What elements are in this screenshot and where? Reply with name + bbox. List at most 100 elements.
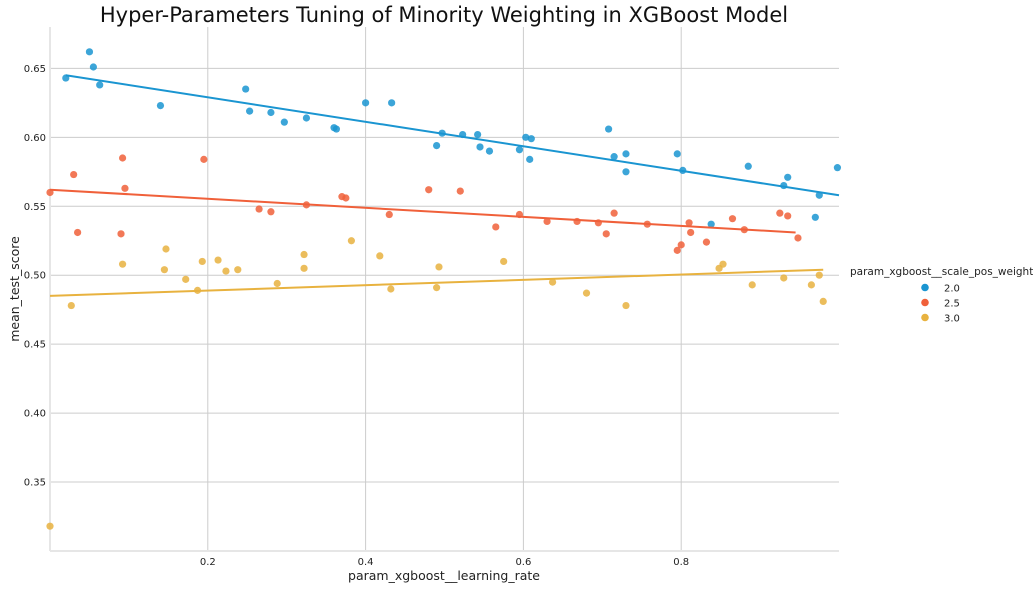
data-point xyxy=(67,301,75,310)
series-2.0 xyxy=(62,48,842,228)
data-point xyxy=(673,150,681,158)
data-point xyxy=(332,125,341,133)
data-point xyxy=(548,278,557,286)
data-point xyxy=(602,230,610,238)
x-tick-label: 0.2 xyxy=(200,557,216,568)
data-point xyxy=(811,213,819,221)
data-point xyxy=(255,205,263,213)
y-tick-label: 0.35 xyxy=(24,478,46,489)
legend-label: 2.0 xyxy=(944,284,960,295)
grid-lines xyxy=(50,27,839,551)
data-point xyxy=(162,245,170,253)
series-2.5 xyxy=(46,154,802,254)
legend-marker xyxy=(921,313,929,322)
data-point xyxy=(784,173,792,181)
legend-marker xyxy=(921,283,929,292)
data-point xyxy=(605,125,613,133)
data-point xyxy=(388,99,396,107)
y-tick-label: 0.50 xyxy=(24,271,46,282)
data-point xyxy=(385,210,393,219)
legend-label: 3.0 xyxy=(944,314,960,325)
data-point xyxy=(70,170,78,179)
chart-title: Hyper-Parameters Tuning of Minority Weig… xyxy=(100,3,788,27)
data-point xyxy=(456,187,464,195)
data-point xyxy=(198,257,206,266)
data-point xyxy=(214,256,222,264)
data-point xyxy=(74,228,82,237)
data-point xyxy=(833,164,842,172)
data-point xyxy=(182,275,190,283)
data-point xyxy=(121,184,129,192)
y-tick-label: 0.60 xyxy=(24,133,46,144)
data-point xyxy=(776,209,784,217)
data-point xyxy=(376,252,384,260)
data-point xyxy=(582,289,591,297)
data-point xyxy=(300,264,308,272)
data-point xyxy=(622,301,630,310)
series-layer xyxy=(46,48,842,530)
data-point xyxy=(280,118,288,126)
data-point xyxy=(273,279,281,288)
data-point xyxy=(702,238,711,246)
data-point xyxy=(610,209,618,217)
legend-marker xyxy=(921,298,929,307)
data-point xyxy=(160,266,169,274)
data-point xyxy=(526,155,534,163)
data-point xyxy=(300,250,308,259)
x-axis-label: param_xgboost__learning_rate xyxy=(348,568,540,583)
regression-line-3.0 xyxy=(49,268,824,297)
data-point xyxy=(819,297,827,306)
data-point xyxy=(96,81,104,89)
y-tick-labels: 0.35 0.40 0.45 0.50 0.55 0.60 0.65 xyxy=(24,64,46,489)
data-point xyxy=(807,281,815,289)
data-point xyxy=(685,219,693,227)
x-tick-label: 0.4 xyxy=(358,557,374,568)
data-point xyxy=(156,102,165,110)
regression-line-2.0 xyxy=(65,74,840,197)
data-point xyxy=(433,284,441,292)
data-point xyxy=(780,274,788,282)
data-point xyxy=(522,133,530,141)
data-point xyxy=(200,155,208,163)
data-point xyxy=(748,281,756,289)
data-point xyxy=(719,260,727,268)
data-point xyxy=(622,168,630,176)
y-tick-label: 0.65 xyxy=(24,64,46,75)
data-point xyxy=(610,153,618,161)
data-point xyxy=(118,154,127,162)
data-point xyxy=(728,215,737,223)
data-point xyxy=(687,228,695,237)
data-point xyxy=(794,234,802,242)
data-point xyxy=(267,108,275,117)
data-point xyxy=(622,150,630,158)
data-point xyxy=(222,267,230,275)
data-point xyxy=(85,48,94,56)
series-3.0 xyxy=(46,237,827,530)
x-tick-labels: 0.2 0.4 0.6 0.8 xyxy=(200,557,689,568)
data-point xyxy=(515,146,524,154)
data-point xyxy=(302,114,311,122)
data-point xyxy=(815,271,823,279)
data-point xyxy=(784,212,792,220)
data-point xyxy=(527,135,535,143)
data-point xyxy=(677,241,685,249)
data-point xyxy=(118,260,127,268)
data-point xyxy=(242,85,250,93)
data-point xyxy=(362,99,370,107)
data-point xyxy=(46,522,54,530)
data-point xyxy=(267,208,275,216)
data-point xyxy=(342,194,350,202)
legend-title: param_xgboost__scale_pos_weight xyxy=(850,266,1033,278)
x-tick-label: 0.6 xyxy=(515,557,531,568)
y-tick-label: 0.55 xyxy=(24,202,46,213)
y-tick-label: 0.45 xyxy=(24,340,46,351)
data-point xyxy=(707,220,715,228)
data-point xyxy=(246,107,254,115)
data-point xyxy=(492,223,500,231)
legend-label: 2.5 xyxy=(944,299,960,310)
data-point xyxy=(387,285,395,293)
data-point xyxy=(543,217,551,226)
data-point xyxy=(673,246,681,254)
data-point xyxy=(744,162,752,170)
data-point xyxy=(476,143,484,151)
